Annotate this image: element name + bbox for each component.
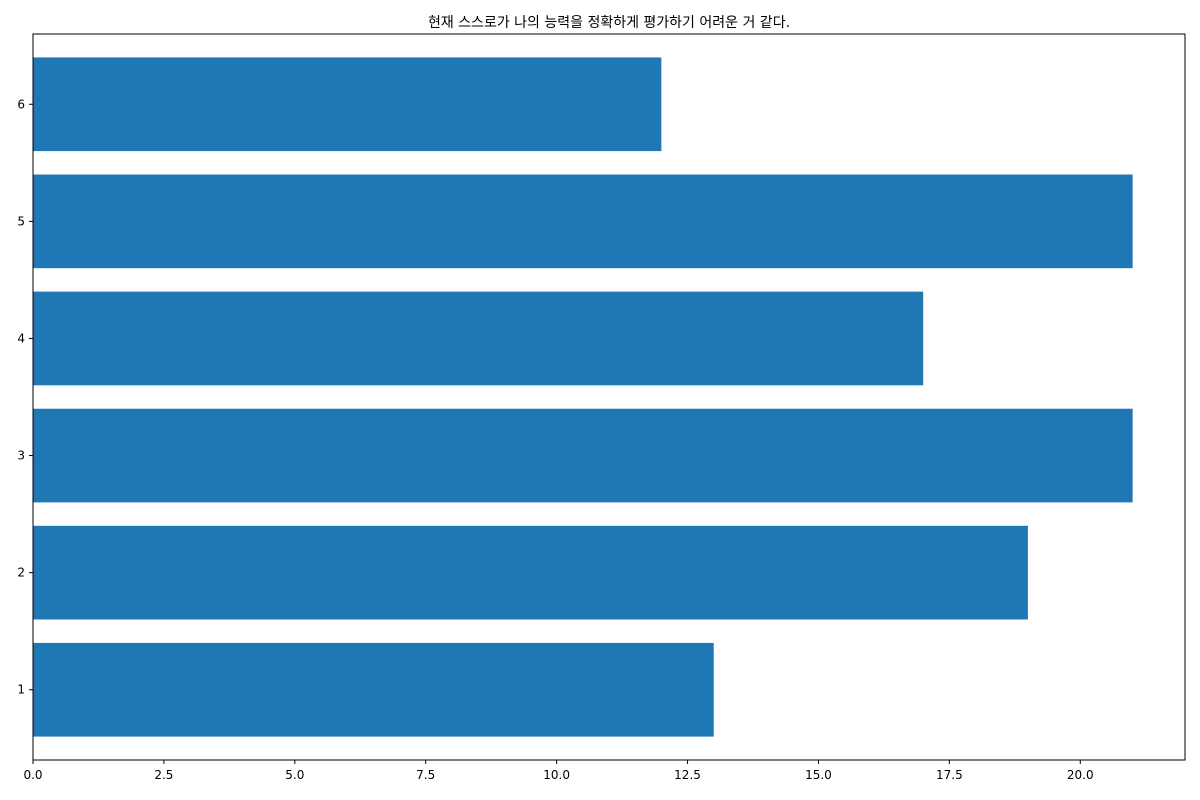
bar-6 [33, 57, 662, 152]
bar-1 [33, 642, 714, 737]
x-tick-label: 0.0 [23, 768, 42, 782]
x-tick-label: 7.5 [416, 768, 435, 782]
x-tick-label: 5.0 [285, 768, 304, 782]
bar-4 [33, 291, 924, 386]
x-tick-label: 2.5 [154, 768, 173, 782]
x-tick-label: 10.0 [543, 768, 570, 782]
y-axis: 1 2 3 4 5 6 [17, 97, 33, 697]
chart-title: 현재 스스로가 나의 능력을 정확하게 평가하기 어려운 거 같다. [428, 15, 790, 31]
x-tick-label: 12.5 [674, 768, 701, 782]
x-axis: 0.0 2.5 5.0 7.5 10.0 12.5 15.0 17.5 20.0 [23, 760, 1094, 782]
y-tick-label: 3 [17, 449, 25, 463]
x-tick-label: 20.0 [1067, 768, 1094, 782]
x-tick-label: 17.5 [936, 768, 963, 782]
plot-frame [32, 33, 1186, 761]
y-tick-label: 4 [17, 331, 25, 345]
x-tick-label: 15.0 [805, 768, 832, 782]
bar-3 [33, 408, 1133, 503]
bars-group [33, 57, 1133, 737]
y-tick-label: 6 [17, 97, 25, 111]
y-tick-label: 1 [17, 683, 25, 697]
y-tick-label: 5 [17, 214, 25, 228]
bar-5 [33, 174, 1133, 269]
y-tick-label: 2 [17, 566, 25, 580]
bar-2 [33, 525, 1028, 620]
